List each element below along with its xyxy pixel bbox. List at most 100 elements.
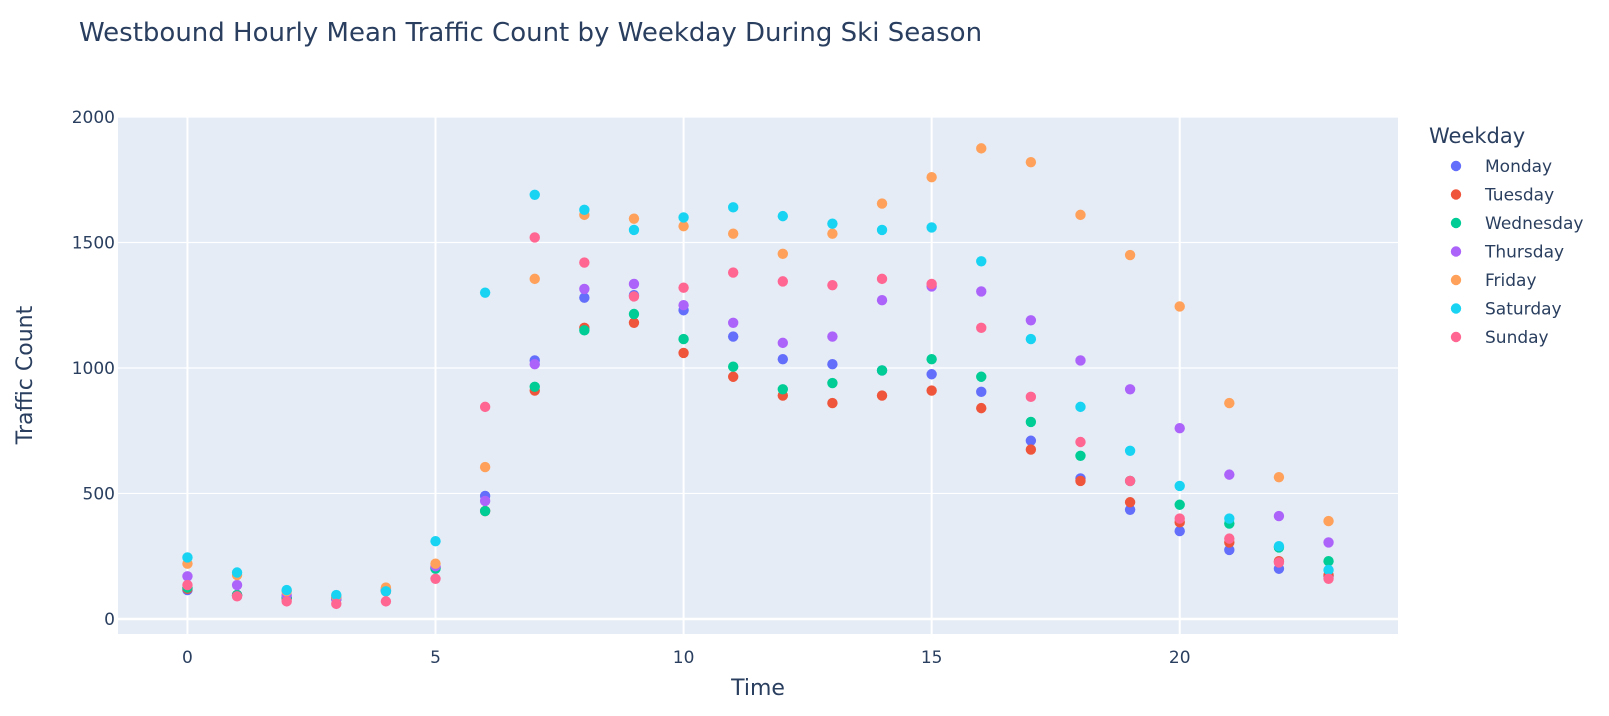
data-point-monday	[926, 369, 937, 380]
data-point-friday	[1323, 515, 1334, 527]
data-point-sunday	[1075, 436, 1086, 448]
data-point-thursday	[1224, 469, 1235, 480]
data-point-sunday	[876, 273, 888, 285]
data-point-saturday	[579, 204, 590, 216]
data-point-thursday	[1025, 315, 1037, 326]
data-point-wednesday	[827, 377, 838, 389]
data-point-wednesday	[727, 361, 739, 372]
legend-label-friday: Friday	[1485, 271, 1537, 291]
data-point-sunday	[1025, 391, 1037, 403]
data-point-sunday	[231, 591, 243, 602]
data-point-friday	[1075, 209, 1086, 221]
legend-marker-thursday	[1450, 246, 1462, 257]
tick-labels: 0 5 10 15 20 0 500 1000 1500 2000	[72, 108, 1191, 668]
data-point-thursday	[479, 495, 491, 507]
data-point-friday	[479, 461, 491, 473]
data-point-friday	[1124, 249, 1136, 261]
data-point-saturday	[678, 212, 689, 223]
data-point-sunday	[579, 257, 590, 268]
data-point-friday	[1224, 397, 1235, 409]
data-point-monday	[827, 359, 838, 370]
data-point-saturday	[1124, 445, 1136, 456]
y-tick-label: 1500	[72, 233, 115, 253]
data-point-wednesday	[1174, 499, 1185, 510]
legend-marker-tuesday	[1450, 189, 1462, 200]
data-point-sunday	[1273, 557, 1285, 568]
data-point-saturday	[827, 218, 838, 229]
data-point-saturday	[281, 584, 292, 596]
data-point-friday	[1174, 301, 1185, 312]
legend-marker-monday	[1450, 160, 1462, 172]
data-point-wednesday	[976, 371, 987, 382]
data-point-thursday	[827, 331, 838, 342]
data-point-tuesday	[628, 317, 640, 328]
y-tick-label: 2000	[72, 108, 115, 128]
data-point-friday	[926, 172, 937, 183]
data-point-saturday	[182, 552, 193, 563]
data-point-thursday	[182, 571, 193, 582]
data-point-sunday	[777, 276, 789, 287]
data-point-monday	[1224, 544, 1235, 556]
data-point-tuesday	[678, 347, 689, 359]
data-point-sunday	[1174, 513, 1185, 524]
x-tick-label: 5	[430, 648, 441, 668]
legend-label-wednesday: Wednesday	[1485, 214, 1583, 234]
y-tick-label: 1000	[72, 359, 115, 379]
data-point-thursday	[529, 359, 540, 370]
data-point-wednesday	[529, 381, 540, 392]
data-point-wednesday	[926, 353, 937, 365]
data-point-friday	[678, 220, 689, 232]
data-point-saturday	[1323, 564, 1334, 576]
data-point-tuesday	[876, 390, 888, 401]
data-point-saturday	[1075, 401, 1086, 413]
x-tick-label: 15	[921, 648, 943, 668]
data-point-friday	[876, 198, 888, 209]
data-point-sunday	[479, 401, 491, 413]
data-point-saturday	[628, 224, 640, 236]
data-point-sunday	[1323, 573, 1334, 584]
data-point-friday	[430, 558, 441, 569]
data-point-friday	[1273, 471, 1285, 483]
data-point-saturday	[529, 189, 540, 201]
data-point-sunday	[678, 282, 689, 293]
data-point-sunday	[182, 579, 193, 591]
data-point-thursday	[1273, 510, 1285, 522]
data-point-saturday	[231, 567, 243, 578]
data-point-thursday	[231, 579, 243, 591]
data-point-friday	[777, 248, 789, 259]
data-point-sunday	[1224, 533, 1235, 544]
data-point-saturday	[777, 210, 789, 222]
data-point-saturday	[876, 224, 888, 236]
legend-title: Weekday	[1429, 124, 1525, 148]
legend-label-tuesday: Tuesday	[1484, 186, 1554, 206]
data-point-thursday	[678, 300, 689, 311]
data-point-saturday	[479, 287, 491, 298]
data-point-monday	[727, 331, 739, 342]
data-point-tuesday	[827, 397, 838, 409]
data-point-saturday	[430, 535, 441, 547]
legend-marker-sunday	[1450, 331, 1462, 343]
legend-marker-friday	[1450, 274, 1462, 286]
data-point-monday	[976, 386, 987, 398]
data-point-thursday	[876, 295, 888, 306]
data-point-thursday	[628, 278, 640, 290]
data-point-saturday	[1273, 540, 1285, 552]
data-point-sunday	[976, 322, 987, 334]
x-tick-label: 10	[673, 648, 695, 668]
data-point-thursday	[976, 286, 987, 297]
data-point-sunday	[430, 573, 441, 584]
y-axis-title: Traffic Count	[13, 305, 38, 445]
data-point-sunday	[529, 232, 540, 243]
data-point-sunday	[827, 279, 838, 291]
data-point-sunday	[380, 596, 392, 607]
data-point-saturday	[926, 222, 937, 233]
x-axis-title: Time	[730, 676, 785, 701]
data-point-sunday	[1124, 475, 1136, 487]
data-point-monday	[1124, 504, 1136, 515]
y-tick-label: 0	[104, 610, 115, 630]
chart-title: Westbound Hourly Mean Traffic Count by W…	[79, 18, 982, 48]
data-point-wednesday	[628, 308, 640, 320]
legend-label-monday: Monday	[1485, 157, 1552, 177]
data-point-wednesday	[777, 384, 789, 395]
